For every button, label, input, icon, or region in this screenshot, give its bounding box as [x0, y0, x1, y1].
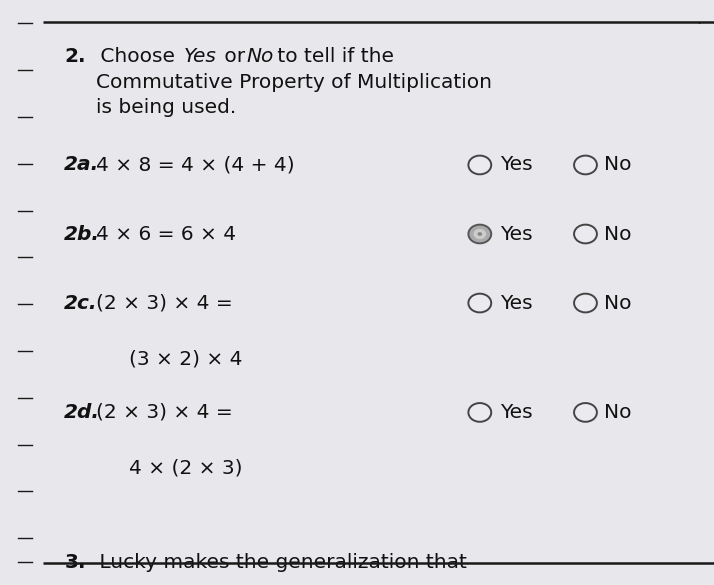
Circle shape: [574, 156, 597, 174]
Text: Choose: Choose: [94, 47, 181, 66]
Text: 2a.: 2a.: [64, 156, 99, 174]
Text: No: No: [604, 225, 632, 243]
Text: 4 × 6 = 6 × 4: 4 × 6 = 6 × 4: [96, 225, 236, 243]
Circle shape: [574, 403, 597, 422]
Circle shape: [473, 229, 486, 239]
Text: No: No: [604, 294, 632, 312]
Text: ·: ·: [696, 15, 701, 33]
Text: (2 × 3) × 4 =: (2 × 3) × 4 =: [96, 403, 233, 422]
Text: is being used.: is being used.: [96, 98, 236, 117]
Text: Yes: Yes: [184, 47, 217, 66]
Text: Lucky makes the generalization that: Lucky makes the generalization that: [93, 553, 467, 572]
Text: Yes: Yes: [500, 403, 533, 422]
Circle shape: [468, 225, 491, 243]
Circle shape: [468, 403, 491, 422]
Text: (3 × 2) × 4: (3 × 2) × 4: [129, 349, 242, 368]
Text: (2 × 3) × 4 =: (2 × 3) × 4 =: [96, 294, 233, 312]
Text: Commutative Property of Multiplication: Commutative Property of Multiplication: [96, 73, 493, 92]
Circle shape: [468, 156, 491, 174]
Text: 3.: 3.: [64, 553, 86, 572]
Circle shape: [574, 294, 597, 312]
Circle shape: [468, 294, 491, 312]
Text: 4 × (2 × 3): 4 × (2 × 3): [129, 459, 242, 477]
Circle shape: [574, 225, 597, 243]
Circle shape: [478, 232, 482, 236]
Text: to tell if the: to tell if the: [271, 47, 394, 66]
Text: No: No: [604, 403, 632, 422]
Text: Yes: Yes: [500, 156, 533, 174]
Text: 2.: 2.: [64, 47, 86, 66]
Text: 2c.: 2c.: [64, 294, 98, 312]
Text: No: No: [604, 156, 632, 174]
Text: No: No: [246, 47, 273, 66]
Text: Yes: Yes: [500, 225, 533, 243]
Text: or: or: [218, 47, 252, 66]
Text: 2d.: 2d.: [64, 403, 100, 422]
Text: 2b.: 2b.: [64, 225, 100, 243]
Text: 4 × 8 = 4 × (4 + 4): 4 × 8 = 4 × (4 + 4): [96, 156, 295, 174]
Text: Yes: Yes: [500, 294, 533, 312]
